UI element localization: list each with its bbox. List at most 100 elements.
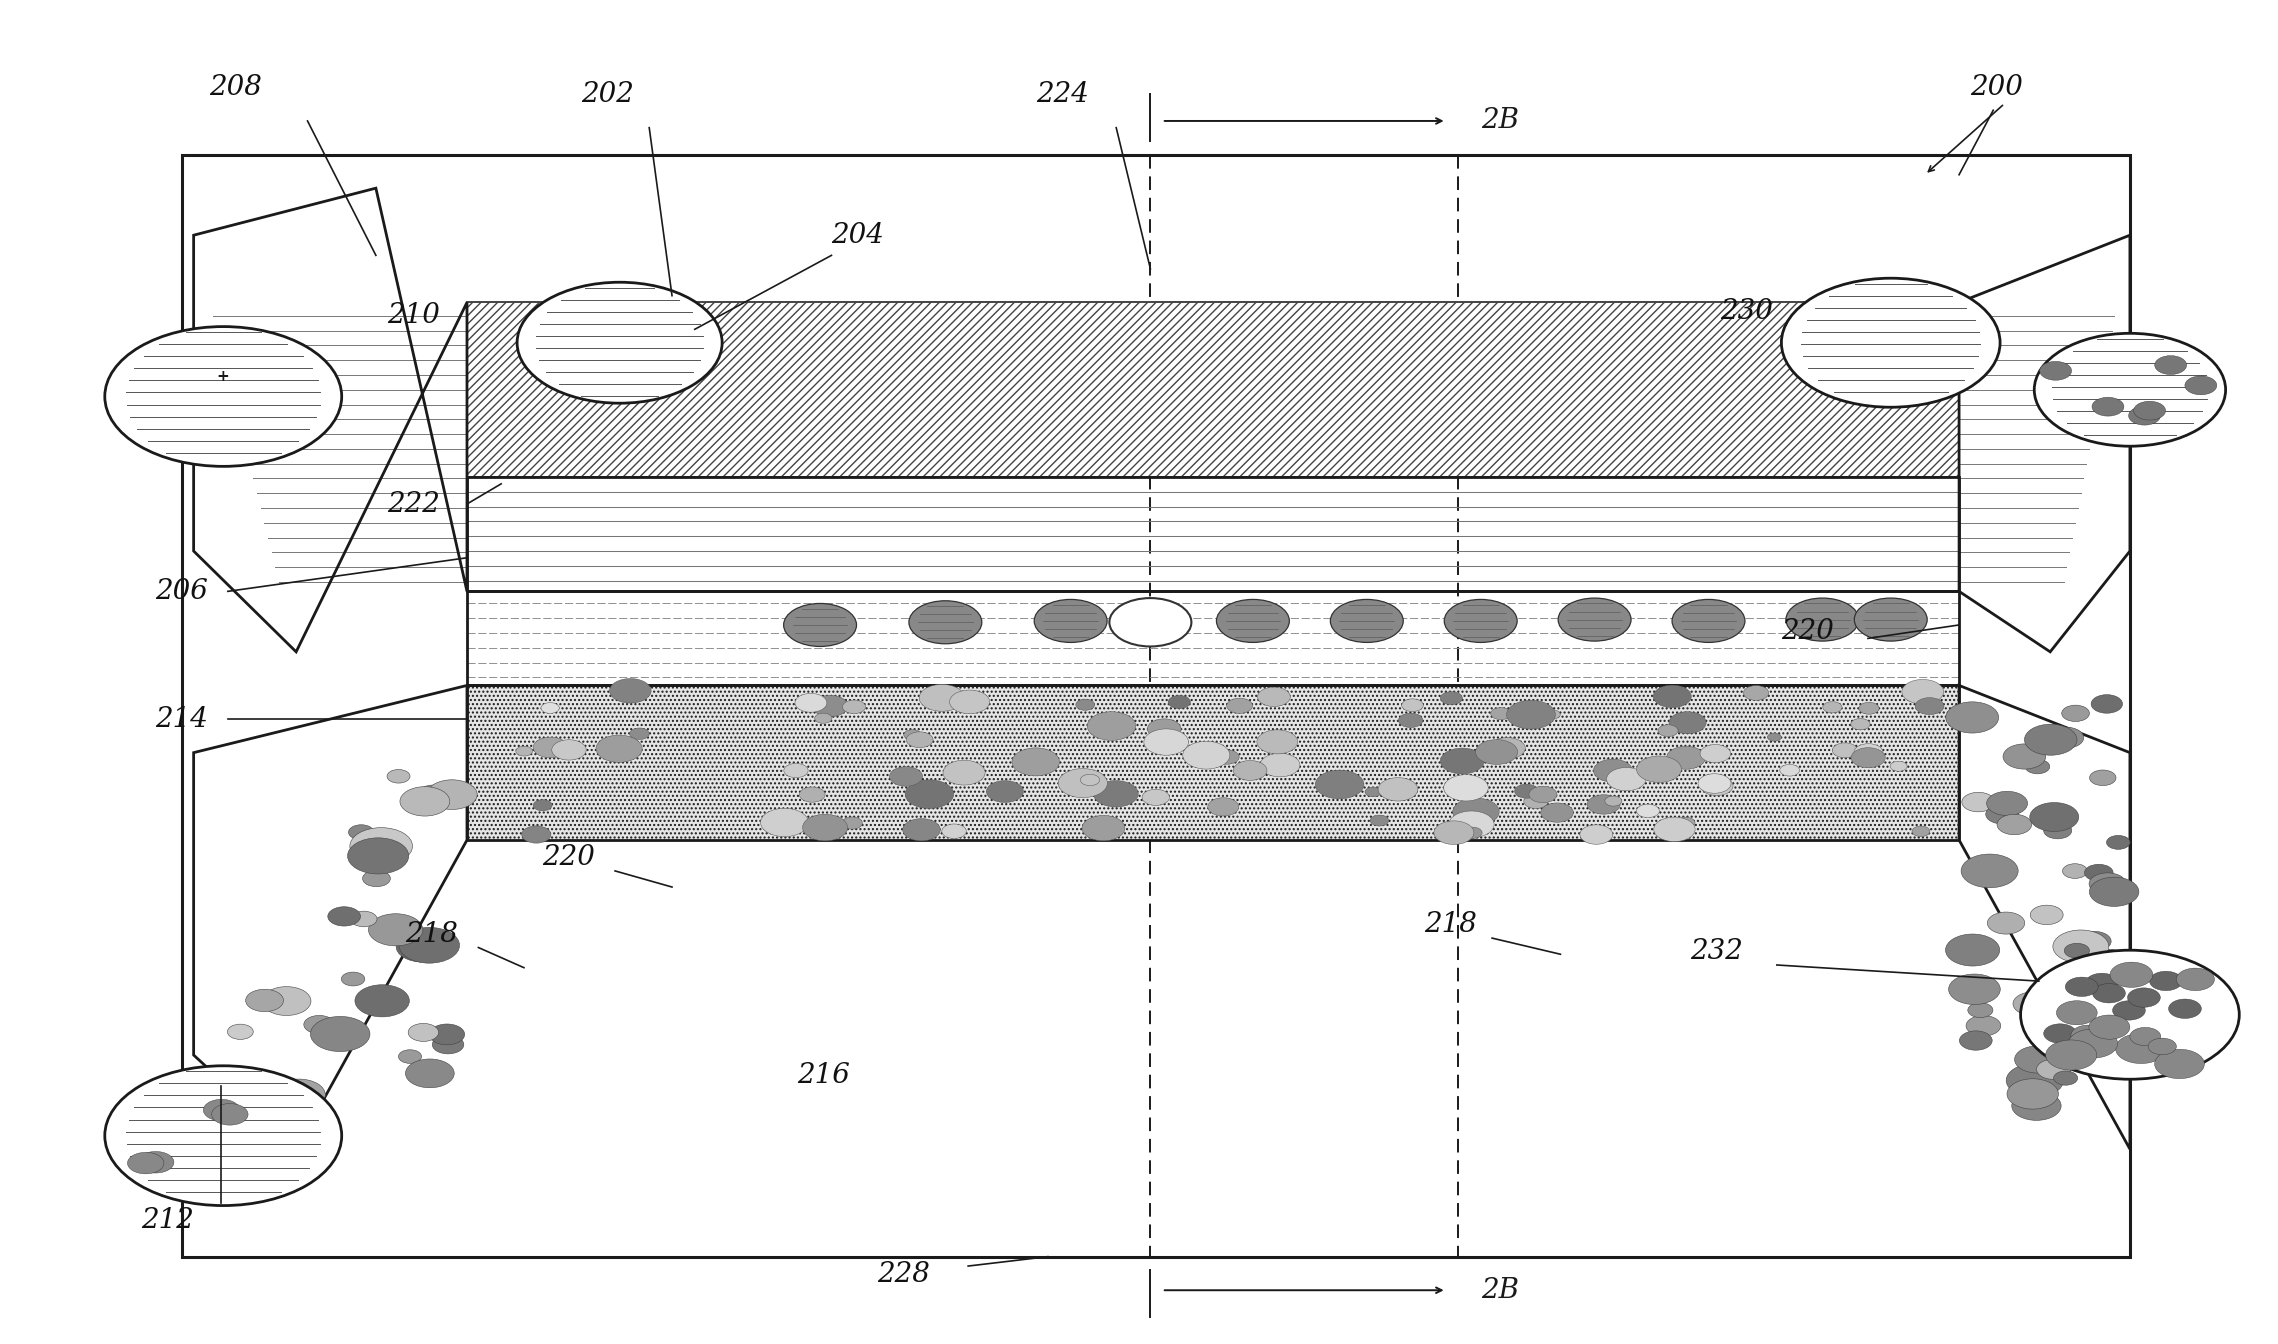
Circle shape (1440, 749, 1485, 774)
Text: +: + (216, 368, 230, 384)
Text: 214: 214 (155, 706, 207, 732)
Circle shape (2021, 950, 2239, 1079)
Circle shape (1670, 712, 1706, 734)
Circle shape (1433, 821, 1474, 844)
Circle shape (2025, 724, 2078, 755)
Bar (467, 302, 1959, 477)
Circle shape (1506, 700, 1556, 728)
Circle shape (2068, 1030, 2119, 1058)
Circle shape (1529, 786, 1556, 802)
Circle shape (784, 763, 809, 778)
Circle shape (986, 781, 1023, 802)
Circle shape (1257, 687, 1289, 707)
Circle shape (2007, 1079, 2059, 1109)
Circle shape (1182, 742, 1230, 769)
Circle shape (273, 1079, 326, 1110)
Circle shape (1462, 827, 1483, 839)
Circle shape (2043, 1024, 2078, 1043)
Circle shape (551, 739, 585, 761)
Circle shape (2002, 743, 2046, 769)
Circle shape (428, 1024, 465, 1044)
Circle shape (1891, 761, 1907, 771)
Circle shape (2030, 802, 2080, 832)
Circle shape (907, 732, 934, 747)
Text: 210: 210 (387, 302, 440, 329)
Text: 218: 218 (1424, 911, 1476, 938)
Circle shape (533, 737, 567, 758)
Circle shape (1998, 814, 2032, 835)
Circle shape (2169, 999, 2201, 1019)
Circle shape (2089, 1015, 2130, 1039)
Circle shape (2089, 872, 2125, 895)
Circle shape (2046, 1040, 2096, 1070)
Circle shape (1207, 798, 1239, 816)
Circle shape (2084, 864, 2114, 882)
Circle shape (1075, 699, 1096, 711)
Circle shape (2155, 356, 2187, 375)
Circle shape (843, 817, 863, 829)
Circle shape (2107, 836, 2130, 849)
Circle shape (1080, 774, 1100, 786)
Circle shape (262, 986, 312, 1016)
Circle shape (1672, 599, 1745, 642)
Circle shape (1986, 805, 2018, 824)
Circle shape (1490, 707, 1510, 719)
Bar (467, 591, 1959, 685)
Circle shape (1854, 598, 1927, 641)
Circle shape (349, 825, 374, 840)
Circle shape (1449, 810, 1494, 837)
Circle shape (2025, 759, 2050, 774)
Circle shape (515, 746, 533, 757)
Circle shape (105, 327, 342, 466)
Bar (182, 155, 2130, 1257)
Text: 224: 224 (1036, 81, 1089, 108)
Circle shape (2014, 1046, 2062, 1073)
Circle shape (2052, 1071, 2078, 1085)
Circle shape (2155, 1050, 2205, 1079)
Circle shape (1515, 784, 1538, 798)
Circle shape (1647, 765, 1670, 780)
Circle shape (2062, 864, 2087, 879)
Circle shape (1216, 599, 1289, 642)
Circle shape (843, 700, 866, 714)
Circle shape (2128, 988, 2160, 1007)
Text: 218: 218 (405, 921, 458, 948)
Circle shape (2057, 1001, 2098, 1024)
Circle shape (1961, 793, 1996, 812)
Circle shape (419, 785, 446, 802)
Circle shape (228, 1024, 253, 1039)
Circle shape (816, 714, 831, 723)
Circle shape (369, 914, 424, 946)
Circle shape (1606, 767, 1647, 790)
Circle shape (1169, 695, 1191, 708)
Circle shape (1141, 789, 1169, 805)
Circle shape (2052, 930, 2109, 964)
Circle shape (761, 808, 809, 836)
Circle shape (533, 800, 551, 810)
Circle shape (2130, 1027, 2162, 1046)
Circle shape (522, 827, 551, 843)
Circle shape (888, 766, 923, 786)
Circle shape (1440, 692, 1462, 704)
Circle shape (902, 818, 941, 841)
Circle shape (1961, 853, 2018, 888)
Circle shape (310, 1016, 369, 1051)
Circle shape (1093, 781, 1139, 806)
Circle shape (1699, 777, 1734, 796)
Circle shape (2112, 1001, 2146, 1020)
Circle shape (349, 837, 408, 874)
Circle shape (212, 1103, 248, 1125)
Circle shape (196, 1067, 230, 1087)
Circle shape (1606, 796, 1622, 806)
Circle shape (1226, 698, 1253, 714)
Circle shape (1779, 765, 1800, 775)
Circle shape (2134, 402, 2166, 421)
Circle shape (1852, 747, 1886, 767)
Circle shape (1677, 817, 1695, 828)
Text: 204: 204 (831, 222, 884, 249)
Circle shape (1059, 769, 1107, 797)
Circle shape (1444, 599, 1517, 642)
Circle shape (1109, 598, 1191, 646)
Circle shape (1636, 804, 1658, 817)
Circle shape (1959, 1031, 1993, 1050)
